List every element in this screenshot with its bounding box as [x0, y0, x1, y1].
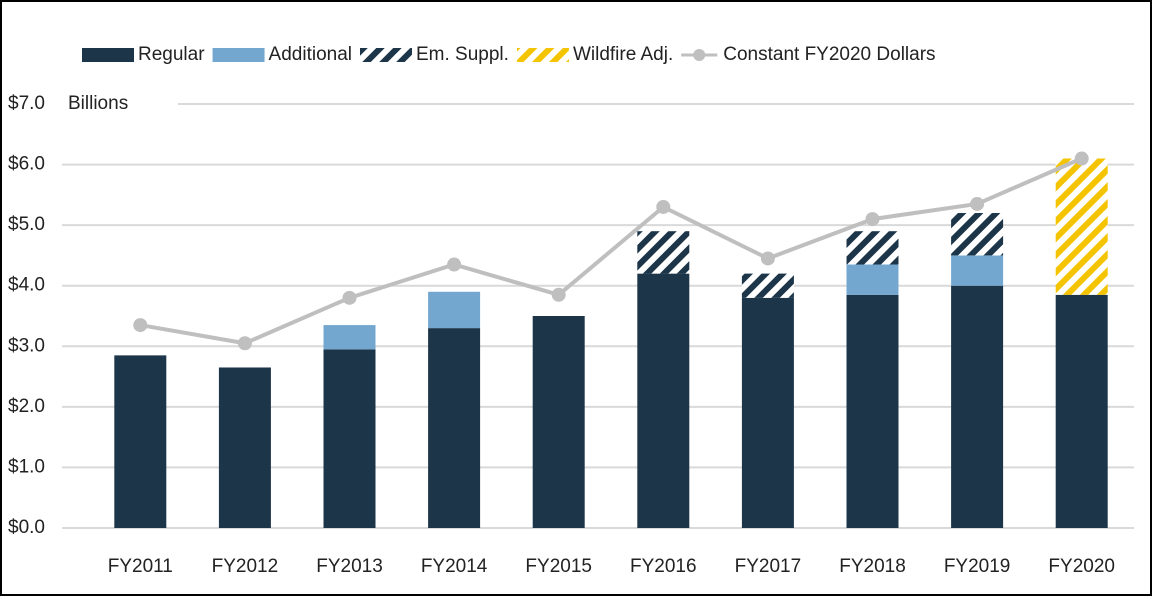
line-marker — [447, 257, 462, 272]
x-tick-label: FY2018 — [839, 556, 906, 577]
x-tick-label: FY2015 — [525, 556, 592, 577]
y-tick-label: $6.0 — [8, 154, 45, 175]
x-tick-label: FY2011 — [108, 556, 173, 577]
legend-label: Em. Suppl. — [416, 44, 509, 65]
legend-label: Constant FY2020 Dollars — [723, 44, 935, 65]
x-tick-label: FY2014 — [421, 556, 488, 577]
x-tick-label: FY2012 — [212, 556, 279, 577]
bar-segment — [218, 367, 271, 528]
y-tick-label: $0.0 — [8, 517, 45, 538]
legend-label: Additional — [269, 44, 352, 65]
bar-segment — [1055, 294, 1108, 528]
legend-swatch — [212, 48, 265, 62]
x-tick-label: FY2017 — [735, 556, 802, 577]
bar-segment — [741, 297, 794, 528]
bar-segment — [951, 213, 1004, 256]
x-tick-label: FY2016 — [630, 556, 697, 577]
bar-segment — [323, 349, 376, 528]
x-tick-label: FY2013 — [316, 556, 383, 577]
y-tick-label: $4.0 — [8, 275, 45, 296]
bar-segment — [637, 273, 690, 528]
y-tick-label: $7.0 — [8, 93, 45, 114]
line-marker — [551, 287, 566, 302]
bar-segment — [114, 355, 167, 528]
legend-swatch — [82, 48, 134, 62]
bar-segment — [951, 255, 1004, 286]
y-tick-label: $1.0 — [8, 456, 45, 477]
x-tick-label: FY2019 — [944, 556, 1011, 577]
legend-marker — [693, 49, 706, 61]
bar-segment — [1055, 158, 1108, 295]
line-marker — [133, 318, 148, 333]
line-marker — [656, 199, 671, 214]
bar-segment — [846, 294, 899, 528]
legend-swatch — [516, 48, 569, 62]
y-tick-label: $3.0 — [8, 335, 45, 356]
bar-segment — [323, 325, 376, 350]
bar-segment — [637, 231, 690, 274]
bar-segment — [846, 231, 899, 265]
legend-label: Regular — [138, 44, 205, 65]
line-marker — [237, 336, 252, 351]
bar-segment — [428, 291, 481, 329]
line — [139, 156, 1083, 346]
y-tick-label: $5.0 — [8, 214, 45, 235]
bar-segment — [846, 264, 899, 295]
line-marker — [1074, 151, 1089, 166]
bar-segment — [532, 316, 585, 528]
legend-label: Wildfire Adj. — [573, 44, 673, 65]
line-marker — [970, 196, 985, 211]
y-tick-label: $2.0 — [8, 396, 45, 417]
unit-label: Billions — [68, 93, 128, 114]
x-tick-label: FY2020 — [1048, 556, 1115, 577]
line-marker — [760, 251, 775, 266]
bar-segment — [428, 328, 481, 528]
bar-segment — [951, 285, 1004, 528]
legend-swatch — [360, 48, 412, 62]
line-marker — [342, 290, 357, 305]
bar-segment — [741, 273, 794, 298]
line-marker — [865, 212, 880, 227]
